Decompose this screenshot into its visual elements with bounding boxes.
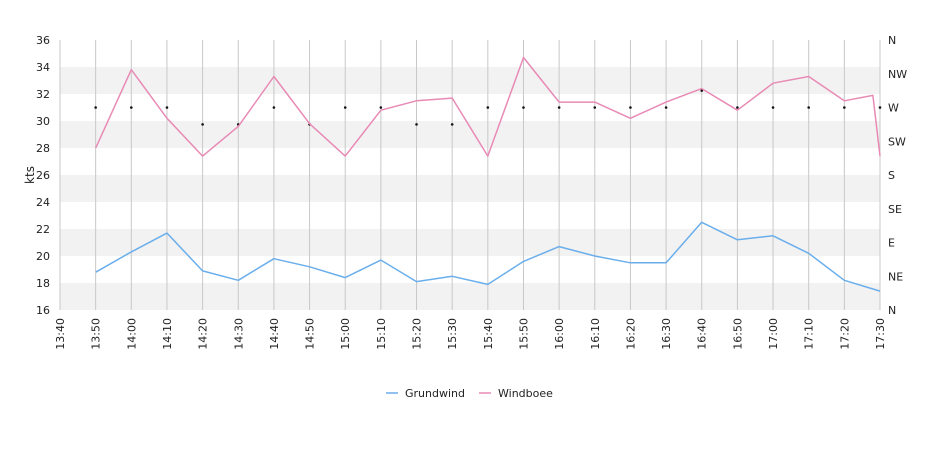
grid-band [60, 40, 880, 67]
x-tick-label: 16:00 [553, 318, 566, 350]
y-tick-label: 22 [36, 223, 50, 236]
x-tick-label: 16:40 [696, 318, 709, 350]
x-tick-label: 15:30 [446, 318, 459, 350]
direction-marker [771, 106, 775, 109]
direction-axis-ticks: N NW W SW S SE E NE N [888, 34, 907, 317]
x-tick-label: 15:50 [517, 318, 530, 350]
y-tick-label: 34 [36, 61, 50, 74]
direction-marker [343, 106, 347, 109]
y-tick-label: 16 [36, 304, 50, 317]
x-tick-label: 15:20 [411, 318, 424, 350]
direction-tick-label: N [888, 34, 896, 47]
legend-item-grundwind[interactable]: Grundwind [386, 387, 465, 400]
x-tick-label: 14:50 [304, 318, 317, 350]
x-tick-label: 15:00 [339, 318, 352, 350]
grid-band [60, 121, 880, 148]
x-tick-label: 17:00 [767, 318, 780, 350]
legend[interactable]: Grundwind Windboee [386, 387, 553, 400]
direction-marker [201, 123, 204, 126]
x-tick-label: 15:40 [482, 318, 495, 350]
direction-tick-label: W [888, 102, 899, 115]
y-tick-label: 36 [36, 34, 50, 47]
x-tick-label: 17:20 [838, 318, 851, 350]
direction-marker [379, 106, 383, 109]
x-tick-label: 17:30 [874, 318, 887, 350]
y-tick-label: 24 [36, 196, 50, 209]
y-axis-ticks: 16 18 20 22 24 26 28 30 32 34 36 [36, 34, 50, 317]
x-axis-ticks: 13:40 13:50 14:00 14:10 14:20 14:30 14:40 14:50… [54, 318, 887, 350]
background-bands [60, 40, 880, 310]
x-tick-label: 14:10 [161, 318, 174, 350]
series-lines [95, 56, 881, 292]
direction-marker [415, 123, 418, 126]
direction-marker [557, 106, 561, 109]
direction-marker [629, 106, 632, 109]
direction-tick-label: SW [888, 135, 906, 148]
direction-marker [736, 106, 739, 109]
grid-band [60, 202, 880, 229]
direction-marker [130, 106, 133, 109]
legend-item-windboee[interactable]: Windboee [479, 387, 553, 400]
series-line-windboee [95, 56, 881, 157]
direction-marker [878, 106, 882, 109]
direction-tick-label: E [888, 237, 895, 250]
x-tick-label: 15:10 [375, 318, 388, 350]
grid-band [60, 175, 880, 202]
direction-marker [450, 123, 454, 126]
direction-marker [807, 106, 810, 109]
direction-marker [486, 106, 490, 109]
y-tick-label: 28 [36, 142, 50, 155]
x-tick-label: 13:40 [54, 318, 67, 350]
direction-marker [522, 106, 525, 109]
grid-band [60, 256, 880, 283]
direction-tick-label: S [888, 169, 895, 182]
legend-label: Windboee [498, 387, 553, 400]
direction-marker [94, 106, 97, 109]
x-tick-label: 16:50 [731, 318, 744, 350]
y-tick-label: 26 [36, 169, 50, 182]
x-tick-label: 16:30 [660, 318, 673, 350]
direction-marker [843, 106, 846, 109]
legend-label: Grundwind [405, 387, 465, 400]
grid-band [60, 94, 880, 121]
y-tick-label: 18 [36, 277, 50, 290]
grid-band [60, 229, 880, 256]
y-tick-label: 32 [36, 88, 50, 101]
direction-tick-label: N [888, 304, 896, 317]
x-tick-label: 16:10 [589, 318, 602, 350]
x-tick-label: 16:20 [624, 318, 637, 350]
y-tick-label: 30 [36, 115, 50, 128]
x-tick-label: 17:10 [803, 318, 816, 350]
x-tick-label: 14:00 [125, 318, 138, 350]
x-tick-label: 14:30 [232, 318, 245, 350]
direction-tick-label: NE [888, 270, 903, 283]
y-axis-label: kts [23, 166, 37, 184]
x-tick-label: 13:50 [90, 318, 103, 350]
series-line-grundwind [95, 221, 881, 292]
direction-marker [593, 106, 597, 109]
x-tick-label: 14:40 [268, 318, 281, 350]
grid-band [60, 283, 880, 310]
vertical-gridlines [59, 40, 881, 310]
grid-band [60, 67, 880, 94]
direction-marker [664, 106, 668, 109]
direction-tick-label: SE [888, 203, 902, 216]
y-tick-label: 20 [36, 250, 50, 263]
grid-band [60, 148, 880, 175]
direction-marker [700, 89, 704, 92]
direction-marker [272, 106, 276, 109]
direction-marker [165, 106, 169, 109]
direction-tick-label: NW [888, 68, 907, 81]
x-tick-label: 14:20 [197, 318, 210, 350]
